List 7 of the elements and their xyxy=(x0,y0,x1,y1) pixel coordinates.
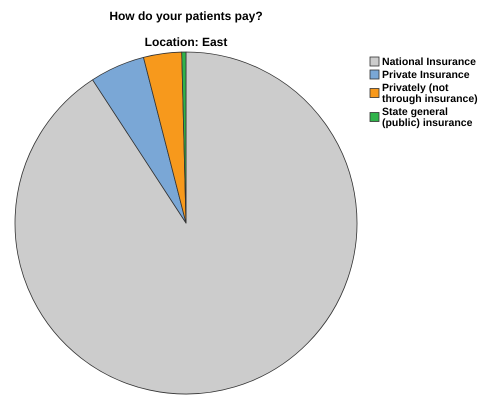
chart-subtitle: Location: East xyxy=(144,35,228,49)
pie-slice xyxy=(14,52,358,394)
legend-label: State general (public) insurance xyxy=(382,106,473,129)
legend-label: Privately (not through insurance) xyxy=(382,82,478,105)
legend-label: Private Insurance xyxy=(382,69,470,81)
legend-label: National Insurance xyxy=(382,56,476,68)
chart-title: How do your patients pay? xyxy=(109,9,263,23)
